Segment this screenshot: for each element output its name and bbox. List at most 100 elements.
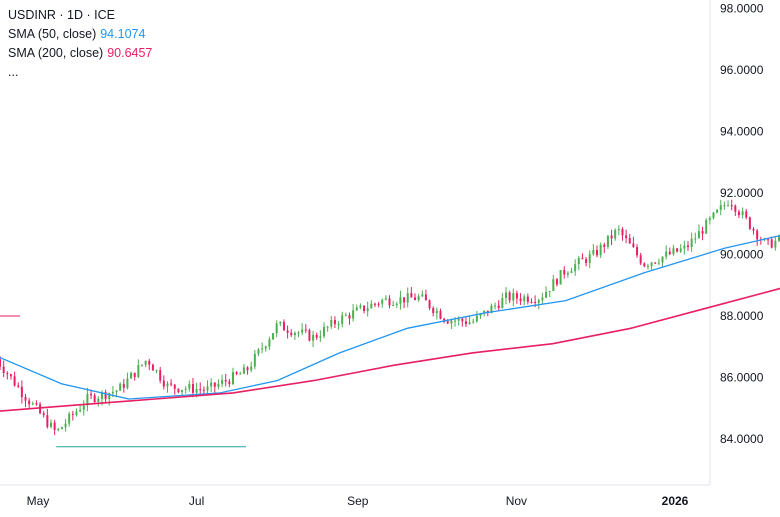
candle bbox=[475, 311, 478, 323]
candle bbox=[71, 410, 74, 421]
candle bbox=[104, 389, 107, 403]
candle bbox=[767, 238, 770, 245]
candle bbox=[290, 329, 293, 337]
candle bbox=[672, 244, 675, 256]
candle bbox=[748, 216, 751, 231]
candle bbox=[450, 318, 453, 329]
candle bbox=[191, 377, 194, 398]
candle bbox=[512, 288, 515, 307]
candle bbox=[428, 299, 431, 311]
x-tick-label: 2026 bbox=[662, 494, 689, 508]
candle bbox=[235, 371, 238, 376]
candle bbox=[523, 294, 526, 306]
candle bbox=[337, 321, 340, 330]
candle bbox=[639, 252, 642, 266]
candle bbox=[363, 305, 366, 314]
x-tick-label: Sep bbox=[347, 494, 369, 508]
candle bbox=[224, 373, 227, 387]
sma200-line[interactable] bbox=[0, 236, 780, 412]
y-tick-label: 86.0000 bbox=[720, 371, 764, 385]
candle bbox=[610, 229, 613, 246]
candle bbox=[410, 287, 413, 298]
candle bbox=[545, 286, 548, 299]
candle bbox=[0, 356, 2, 370]
candle bbox=[617, 225, 620, 236]
candle bbox=[93, 393, 96, 405]
candle bbox=[86, 387, 89, 412]
candle bbox=[50, 419, 52, 429]
candle bbox=[439, 308, 442, 320]
y-tick-label: 92.0000 bbox=[720, 186, 764, 200]
candle bbox=[210, 378, 213, 393]
candle bbox=[13, 371, 16, 387]
candle bbox=[745, 208, 748, 220]
candle bbox=[552, 274, 555, 292]
candle bbox=[341, 311, 344, 328]
candle bbox=[35, 400, 38, 406]
candle bbox=[530, 298, 533, 304]
candle bbox=[9, 373, 12, 380]
candle bbox=[665, 245, 668, 260]
candle bbox=[188, 380, 191, 392]
legend-symbol[interactable]: USDINR · 1D · ICE bbox=[8, 8, 115, 22]
candle bbox=[690, 232, 693, 252]
candle bbox=[654, 262, 657, 265]
candle bbox=[537, 298, 540, 310]
candle bbox=[676, 247, 679, 253]
candle bbox=[75, 408, 78, 417]
legend-sma50[interactable]: SMA (50, close) 94.1074 bbox=[8, 25, 152, 44]
x-tick-label: May bbox=[27, 494, 50, 508]
candle bbox=[712, 211, 715, 220]
candle bbox=[705, 218, 708, 234]
candle bbox=[228, 379, 231, 388]
candle bbox=[82, 400, 85, 416]
candle bbox=[741, 207, 744, 219]
candle bbox=[384, 295, 387, 301]
candle bbox=[501, 292, 504, 309]
candle bbox=[505, 287, 507, 305]
chart-legend: USDINR · 1D · ICE SMA (50, close) 94.1074… bbox=[8, 6, 152, 82]
candle bbox=[592, 243, 595, 256]
y-tick-label: 88.0000 bbox=[720, 309, 764, 323]
candle bbox=[508, 290, 511, 304]
candle bbox=[519, 293, 522, 305]
candle bbox=[570, 267, 573, 274]
candle bbox=[497, 300, 500, 311]
candle bbox=[28, 397, 31, 408]
sma50-line[interactable] bbox=[0, 128, 780, 400]
candle bbox=[242, 363, 245, 374]
candle bbox=[628, 234, 631, 244]
candle bbox=[727, 200, 730, 207]
legend-sma200[interactable]: SMA (200, close) 90.6457 bbox=[8, 44, 152, 63]
candle bbox=[264, 345, 267, 352]
candle bbox=[352, 304, 355, 322]
candle bbox=[293, 331, 296, 340]
candle bbox=[119, 382, 122, 391]
candle bbox=[20, 380, 23, 404]
candle bbox=[541, 292, 544, 305]
candle bbox=[272, 333, 275, 340]
candle bbox=[355, 304, 358, 311]
sma200-label: SMA (200, close) bbox=[8, 46, 104, 60]
candle bbox=[64, 419, 67, 432]
candle bbox=[246, 366, 249, 375]
candle bbox=[366, 301, 369, 317]
candle bbox=[24, 394, 27, 408]
candle bbox=[559, 269, 562, 285]
candle bbox=[461, 316, 464, 327]
candle bbox=[315, 332, 318, 340]
candle bbox=[646, 263, 649, 270]
candle bbox=[31, 401, 34, 406]
candle bbox=[574, 259, 577, 276]
candle bbox=[694, 232, 697, 244]
candle bbox=[723, 201, 726, 210]
legend-more[interactable]: ... bbox=[8, 65, 19, 79]
candle bbox=[650, 261, 653, 271]
candle bbox=[424, 289, 427, 301]
candle bbox=[774, 236, 777, 251]
candle bbox=[468, 316, 471, 325]
candle bbox=[323, 322, 325, 339]
candle bbox=[435, 307, 438, 320]
candle bbox=[2, 360, 5, 378]
